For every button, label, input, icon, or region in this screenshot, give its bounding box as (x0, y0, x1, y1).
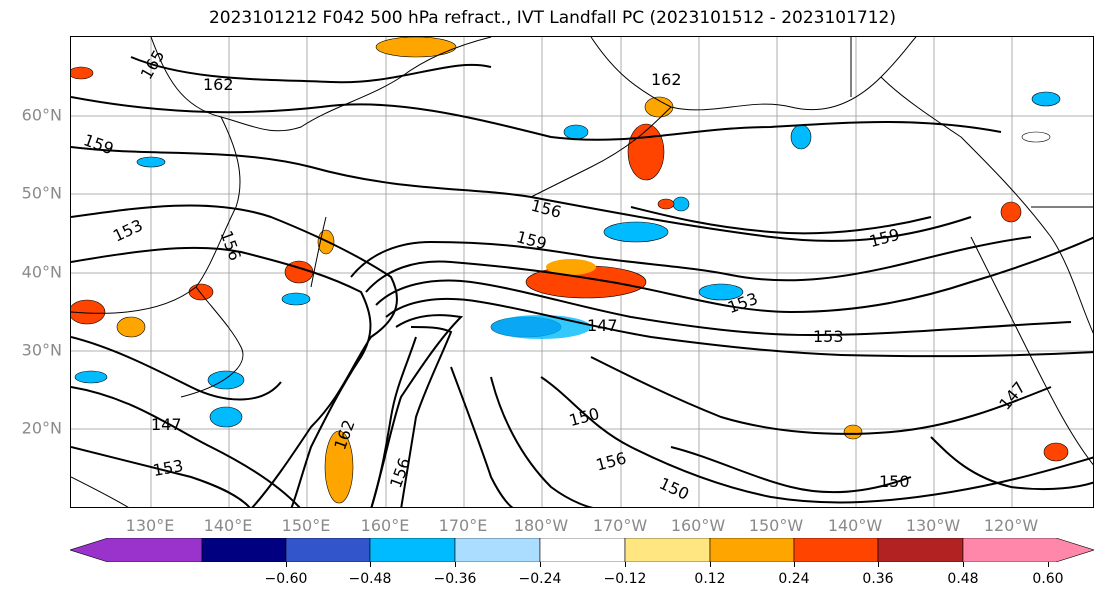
contour-label: 150 (656, 474, 692, 504)
shading-patches (71, 37, 1069, 504)
colorbar-tick-mark (455, 562, 456, 567)
colorbar (70, 538, 1094, 562)
contour-label: 165 (137, 47, 169, 83)
contour-label: 147 (995, 378, 1029, 414)
colorbar-tick-label: −0.12 (603, 571, 647, 587)
contours (71, 56, 1093, 507)
contour-label: 150 (879, 472, 910, 491)
colorbar-segment (624, 538, 711, 562)
contour-label: 156 (529, 196, 563, 222)
lat-label-30n: 30°N (21, 340, 62, 360)
colorbar-segment (793, 538, 879, 562)
map-panel: 165 162 159 156 153 147 162 159 156 153 … (70, 36, 1094, 508)
lon-label-150e: 150°E (281, 516, 331, 535)
contour-label: 159 (514, 227, 548, 253)
lon-label-160w: 160°W (670, 516, 726, 535)
map-title: 2023101212 F042 500 hPa refract., IVT La… (208, 8, 896, 28)
contour-label: 153 (151, 456, 184, 480)
colorbar-segment (454, 538, 541, 562)
contour-label: 162 (330, 417, 358, 452)
colorbar-tick-label: −0.24 (518, 571, 562, 587)
colorbar-tick-mark (794, 562, 795, 567)
colorbar-segments (70, 538, 1094, 562)
colorbar-segment (539, 538, 626, 562)
colorbar-tick-label: 0.12 (694, 571, 726, 587)
contour-label: 147 (151, 415, 182, 434)
colorbar-tick-mark (963, 562, 964, 567)
lon-label-130e: 130°E (125, 516, 175, 535)
colorbar-segment (201, 538, 287, 562)
contour-label: 162 (203, 75, 234, 94)
lon-label-160e: 160°E (360, 516, 410, 535)
colorbar-segment (70, 538, 203, 562)
lon-label-120w: 120°W (983, 516, 1039, 535)
coastlines (71, 37, 1093, 507)
contour-label: 153 (110, 216, 146, 246)
lon-label-150w: 150°W (748, 516, 804, 535)
colorbar-segment (962, 538, 1094, 562)
colorbar-segment (285, 538, 371, 562)
lon-label-140w: 140°W (827, 516, 883, 535)
contour-label: 156 (217, 228, 245, 263)
lat-label-50n: 50°N (21, 183, 62, 203)
colorbar-tick-label: 0.36 (862, 571, 894, 587)
graticule (71, 37, 1093, 507)
colorbar-svg (70, 538, 1094, 562)
colorbar-tick-mark (370, 562, 371, 567)
colorbar-tick-mark (710, 562, 711, 567)
contour-label: 150 (567, 404, 601, 430)
colorbar-segment (709, 538, 795, 562)
contour-label: 159 (81, 130, 116, 158)
colorbar-tick-label: 0.60 (1032, 571, 1064, 587)
colorbar-segment (877, 538, 964, 562)
colorbar-tick-mark (878, 562, 879, 567)
contour-label: 156 (386, 455, 414, 490)
map-svg: 165 162 159 156 153 147 162 159 156 153 … (71, 37, 1093, 507)
lon-label-130w: 130°W (905, 516, 961, 535)
lon-label-170e: 170°E (438, 516, 488, 535)
contour-label: 162 (651, 70, 682, 89)
lat-label-60n: 60°N (21, 105, 62, 125)
colorbar-tick-label: −0.48 (348, 571, 392, 587)
lon-label-140e: 140°E (203, 516, 253, 535)
colorbar-tick-mark (1048, 562, 1049, 567)
lon-label-170w: 170°W (592, 516, 648, 535)
contour-label: 147 (587, 316, 618, 335)
contour-label: 156 (594, 448, 628, 474)
colorbar-tick-label: 0.48 (947, 571, 979, 587)
colorbar-segment (369, 538, 456, 562)
colorbar-tick-label: 0.24 (778, 571, 810, 587)
colorbar-tick-label: −0.60 (264, 571, 308, 587)
lat-label-40n: 40°N (21, 262, 62, 282)
lon-label-180w: 180°W (513, 516, 569, 535)
colorbar-tick-mark (540, 562, 541, 567)
lat-label-20n: 20°N (21, 418, 62, 438)
colorbar-tick-label: −0.36 (433, 571, 477, 587)
contour-label: 153 (813, 327, 844, 346)
colorbar-tick-mark (286, 562, 287, 567)
colorbar-tick-mark (625, 562, 626, 567)
